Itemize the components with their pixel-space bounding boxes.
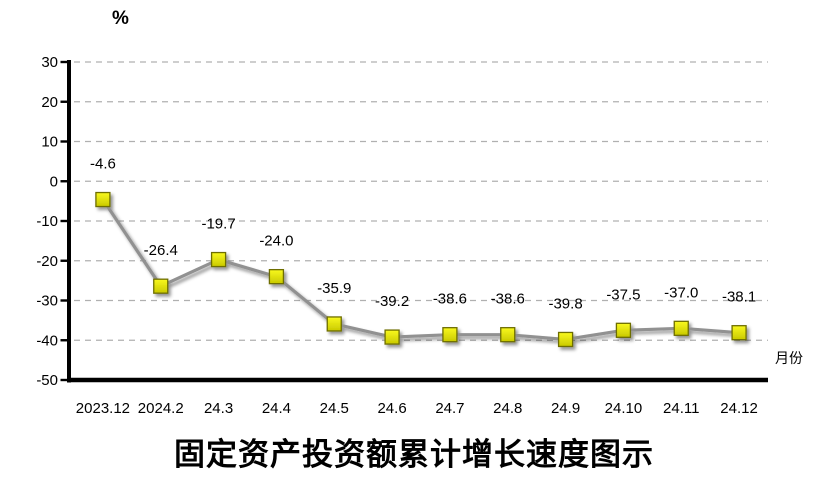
data-point-label: -4.6 — [90, 156, 116, 173]
data-point-marker — [557, 331, 574, 348]
y-axis-tick-label: 10 — [41, 134, 58, 151]
data-point-label: -37.0 — [664, 284, 698, 301]
data-labels-group: -4.6 -26.4 -19.7 -24.0 -35.9 -39.2 -38.6 -38.6 -… — [90, 156, 756, 313]
chart-title: 固定资产投资额累计增长速度图示 — [174, 437, 654, 472]
x-axis-tick-label: 24.7 — [435, 400, 464, 417]
series-group — [95, 191, 747, 348]
y-axis-tick-label: -40 — [36, 332, 58, 349]
data-point-marker — [673, 320, 689, 336]
y-axis-tick-label: 0 — [50, 173, 58, 190]
x-axis-tick-label: 24.12 — [720, 400, 758, 417]
data-point-marker — [268, 268, 285, 285]
data-point-marker — [95, 191, 111, 208]
data-point-marker — [326, 316, 342, 332]
y-axis-tick-label: -20 — [36, 253, 58, 270]
data-point-label: -38.6 — [491, 291, 525, 308]
data-point-marker — [442, 327, 458, 343]
gridlines-group — [74, 61, 768, 341]
y-axis-tick-label: 20 — [41, 94, 58, 111]
x-axis-tick-labels-group: 2023.12 2024.2 24.3 24.4 24.5 24.6 24.7 24.8 24.… — [76, 400, 758, 417]
data-point-label: -39.8 — [548, 295, 582, 312]
x-axis-tick-label: 24.11 — [663, 400, 699, 417]
data-point-label: -37.5 — [606, 286, 640, 303]
x-axis-tick-label: 24.8 — [493, 400, 522, 417]
y-axis-tick-label: 30 — [41, 54, 58, 71]
series-line — [101, 197, 741, 342]
data-point-label: -19.7 — [201, 216, 235, 233]
y-axis-unit-label: % — [112, 8, 129, 29]
data-point-marker — [731, 325, 747, 341]
x-axis-tick-label: 24.9 — [551, 400, 580, 417]
data-point-label: -38.6 — [433, 291, 467, 308]
data-point-marker — [615, 322, 632, 338]
x-axis-tick-label: 24.6 — [377, 400, 406, 417]
data-point-marker — [153, 278, 169, 294]
data-point-label: -38.1 — [722, 289, 756, 306]
x-axis-tick-label: 2024.2 — [138, 400, 184, 417]
x-axis-tick-label: 2023.12 — [76, 400, 130, 417]
data-point-marker — [384, 329, 400, 345]
y-axis-tick-label: -10 — [36, 213, 58, 230]
x-axis-tick-label: 24.4 — [262, 400, 291, 417]
x-axis-unit-label: 月份 — [775, 350, 803, 366]
data-point-label: -26.4 — [144, 242, 178, 259]
x-axis-tick-label: 24.3 — [204, 400, 233, 417]
y-axis-tick-label: -50 — [36, 372, 58, 389]
data-point-marker — [210, 251, 227, 268]
y-axis-tick-labels-group: 30 20 10 0 -10 -20 -30 -40 -50 — [36, 54, 58, 389]
x-axis-tick-label: 24.5 — [320, 400, 349, 417]
data-point-marker — [500, 327, 516, 343]
x-axis-tick-label: 24.10 — [605, 400, 643, 417]
data-point-label: -39.2 — [375, 293, 409, 310]
data-point-label: -24.0 — [259, 233, 293, 250]
y-axis-tick-label: -30 — [36, 293, 58, 310]
data-point-label: -35.9 — [317, 280, 351, 297]
axes-group — [60, 60, 768, 383]
